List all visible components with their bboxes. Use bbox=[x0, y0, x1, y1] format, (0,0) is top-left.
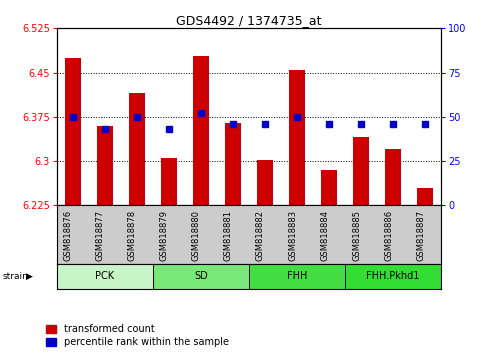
Text: GSM818878: GSM818878 bbox=[128, 210, 137, 261]
Bar bbox=[193, 56, 209, 205]
Legend: transformed count, percentile rank within the sample: transformed count, percentile rank withi… bbox=[44, 322, 231, 349]
Bar bbox=[353, 137, 369, 205]
Text: GSM818876: GSM818876 bbox=[64, 210, 73, 261]
Bar bbox=[345, 264, 441, 289]
Bar bbox=[385, 149, 401, 205]
Bar bbox=[249, 264, 345, 289]
Bar bbox=[129, 93, 145, 205]
Bar bbox=[321, 170, 337, 205]
Bar bbox=[65, 58, 81, 205]
Text: ▶: ▶ bbox=[26, 272, 33, 281]
Text: GSM818885: GSM818885 bbox=[352, 210, 361, 261]
Text: FHH.Pkhd1: FHH.Pkhd1 bbox=[366, 271, 420, 281]
Bar bbox=[161, 158, 177, 205]
Text: GSM818879: GSM818879 bbox=[160, 210, 169, 261]
Text: GSM818887: GSM818887 bbox=[416, 210, 425, 261]
Text: FHH: FHH bbox=[287, 271, 307, 281]
Bar bbox=[257, 160, 273, 205]
Bar bbox=[57, 264, 153, 289]
Text: GSM818886: GSM818886 bbox=[384, 210, 393, 261]
Bar bbox=[225, 123, 241, 205]
Text: SD: SD bbox=[194, 271, 208, 281]
Text: GSM818883: GSM818883 bbox=[288, 210, 297, 261]
Text: GSM818882: GSM818882 bbox=[256, 210, 265, 261]
Text: GSM818881: GSM818881 bbox=[224, 210, 233, 261]
Text: strain: strain bbox=[2, 272, 28, 281]
Title: GDS4492 / 1374735_at: GDS4492 / 1374735_at bbox=[176, 14, 322, 27]
Bar bbox=[97, 126, 113, 205]
Text: GSM818877: GSM818877 bbox=[96, 210, 105, 261]
Text: GSM818880: GSM818880 bbox=[192, 210, 201, 261]
Text: GSM818884: GSM818884 bbox=[320, 210, 329, 261]
Bar bbox=[417, 188, 433, 205]
Text: PCK: PCK bbox=[95, 271, 114, 281]
Bar bbox=[153, 264, 249, 289]
Bar bbox=[289, 70, 305, 205]
